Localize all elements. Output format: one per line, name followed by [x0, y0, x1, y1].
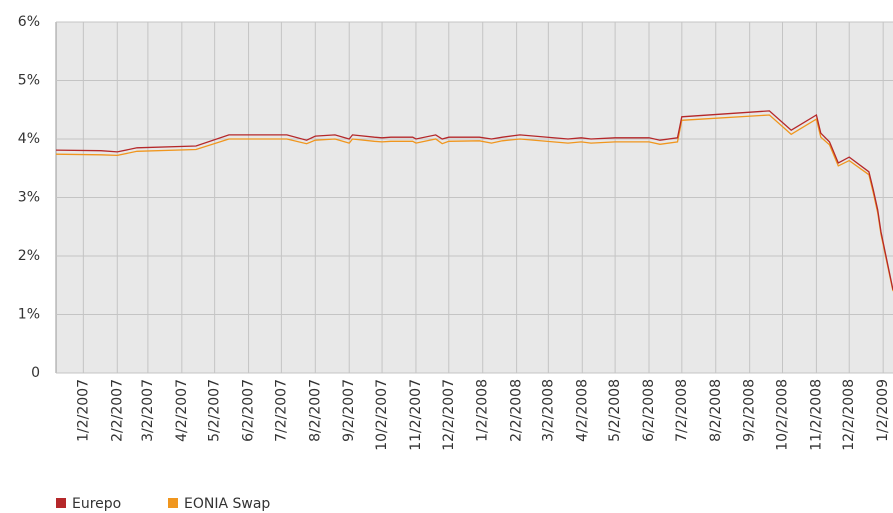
- x-tick-label: 9/2/2007: [341, 379, 357, 442]
- legend-swatch: [168, 498, 178, 508]
- x-tick-label: 7/2/2007: [273, 379, 289, 442]
- x-tick-label: 2/2/2008: [509, 379, 525, 442]
- x-tick-label: 8/2/2008: [708, 379, 724, 442]
- x-tick-label: 11/2/2008: [808, 379, 824, 451]
- x-tick-label: 7/2/2008: [674, 379, 690, 442]
- x-tick-label: 4/2/2008: [574, 379, 590, 442]
- x-tick-label: 1/2/2008: [475, 379, 491, 442]
- x-tick-label: 1/2/2007: [75, 379, 91, 442]
- y-tick-label: 6%: [18, 14, 40, 30]
- x-tick-label: 3/2/2008: [540, 379, 556, 442]
- x-tick-label: 11/2/2007: [408, 379, 424, 451]
- x-tick-label: 10/2/2007: [374, 379, 390, 451]
- y-tick-label: 2%: [18, 248, 40, 264]
- series-line: [55, 114, 893, 292]
- series-line: [55, 110, 893, 291]
- y-tick-label: 5%: [18, 73, 40, 89]
- x-tick-label: 12/2/2007: [441, 379, 457, 451]
- legend-label: Eurepo: [72, 496, 121, 512]
- x-tick-label: 2/2/2007: [109, 379, 125, 442]
- y-tick-label: 4%: [18, 131, 40, 147]
- x-tick-label: 5/2/2007: [207, 379, 223, 442]
- x-tick-label: 4/2/2007: [174, 379, 190, 442]
- x-tick-label: 6/2/2007: [241, 379, 257, 442]
- x-tick-label: 10/2/2008: [774, 379, 790, 451]
- y-tick-label: 0: [31, 365, 40, 381]
- legend-label: EONIA Swap: [184, 496, 270, 512]
- legend-swatch: [56, 498, 66, 508]
- x-tick-label: 12/2/2008: [841, 379, 857, 451]
- x-tick-label: 3/2/2007: [140, 379, 156, 442]
- x-tick-label: 1/2/2009: [875, 379, 891, 442]
- x-tick-label: 9/2/2008: [742, 379, 758, 442]
- y-tick-label: 1%: [18, 307, 40, 323]
- y-tick-label: 3%: [18, 190, 40, 206]
- x-tick-label: 5/2/2008: [607, 379, 623, 442]
- x-tick-label: 6/2/2008: [641, 379, 657, 442]
- x-tick-label: 8/2/2007: [307, 379, 323, 442]
